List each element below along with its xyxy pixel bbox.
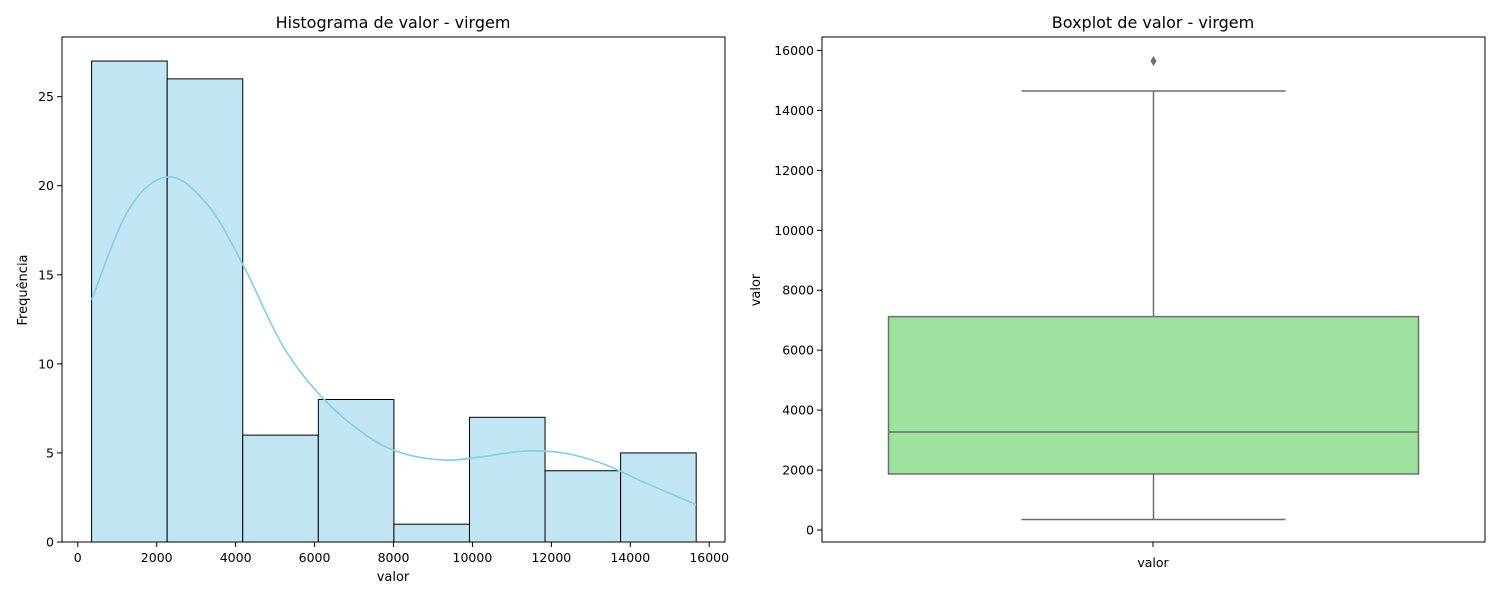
y-tick-label: 14000	[774, 103, 814, 118]
y-tick-label: 8000	[782, 283, 814, 298]
x-tick-label: 8000	[378, 550, 410, 565]
kde-line	[90, 175, 697, 506]
x-tick-label: 2000	[141, 550, 173, 565]
histogram-x-label: valor	[377, 570, 410, 585]
y-tick-label: 25	[38, 89, 54, 104]
x-tick-label: 10000	[453, 550, 493, 565]
y-tick-label: 0	[46, 535, 54, 550]
x-tick-label: 6000	[299, 550, 331, 565]
y-tick-label: 12000	[774, 163, 814, 178]
histogram-x-ticks: 0 2000 4000 6000 8000 10000 12000 14000 16000	[74, 542, 729, 565]
y-tick-label: 10000	[774, 223, 814, 238]
histogram-bar	[317, 398, 395, 543]
y-tick-label: 6000	[782, 343, 814, 358]
histogram-y-ticks: 0 5 10 15 20 25	[38, 89, 62, 550]
boxplot-y-label: valor	[749, 273, 764, 306]
histogram-bar	[91, 60, 168, 543]
boxplot-elements	[887, 55, 1420, 521]
boxplot-panel: Boxplot de valor - virgem 0 2000 4000 6000 8…	[749, 13, 1486, 570]
boxplot-x-tick-label: valor	[1137, 555, 1169, 570]
y-tick-label: 5	[46, 445, 54, 460]
histogram-bars	[91, 60, 697, 543]
histogram-y-label: Frequência	[16, 254, 31, 325]
histogram-bar	[544, 470, 622, 543]
y-tick-label: 16000	[774, 43, 814, 58]
y-tick-label: 20	[38, 178, 54, 193]
box	[887, 315, 1420, 475]
x-tick-label: 12000	[531, 550, 571, 565]
y-tick-label: 2000	[782, 463, 814, 478]
histogram-panel: Histograma de valor - virgem 0 2000 4000 60…	[16, 13, 729, 585]
histogram-bar	[620, 452, 697, 543]
outlier-point	[1150, 55, 1157, 66]
y-tick-label: 4000	[782, 403, 814, 418]
y-tick-label: 15	[38, 267, 54, 282]
x-tick-label: 0	[74, 550, 82, 565]
histogram-bar	[166, 78, 244, 543]
x-tick-label: 16000	[689, 550, 729, 565]
histogram-title: Histograma de valor - virgem	[276, 13, 511, 32]
x-tick-label: 4000	[220, 550, 252, 565]
boxplot-title: Boxplot de valor - virgem	[1052, 13, 1254, 32]
histogram-bar	[393, 523, 470, 543]
histogram-bar	[242, 434, 319, 543]
y-tick-label: 10	[38, 356, 54, 371]
x-tick-label: 14000	[610, 550, 650, 565]
histogram-bar	[468, 416, 546, 543]
boxplot-y-ticks: 0 2000 4000 6000 8000 10000 12000 14000 16000	[774, 43, 822, 538]
y-tick-label: 0	[806, 523, 814, 538]
